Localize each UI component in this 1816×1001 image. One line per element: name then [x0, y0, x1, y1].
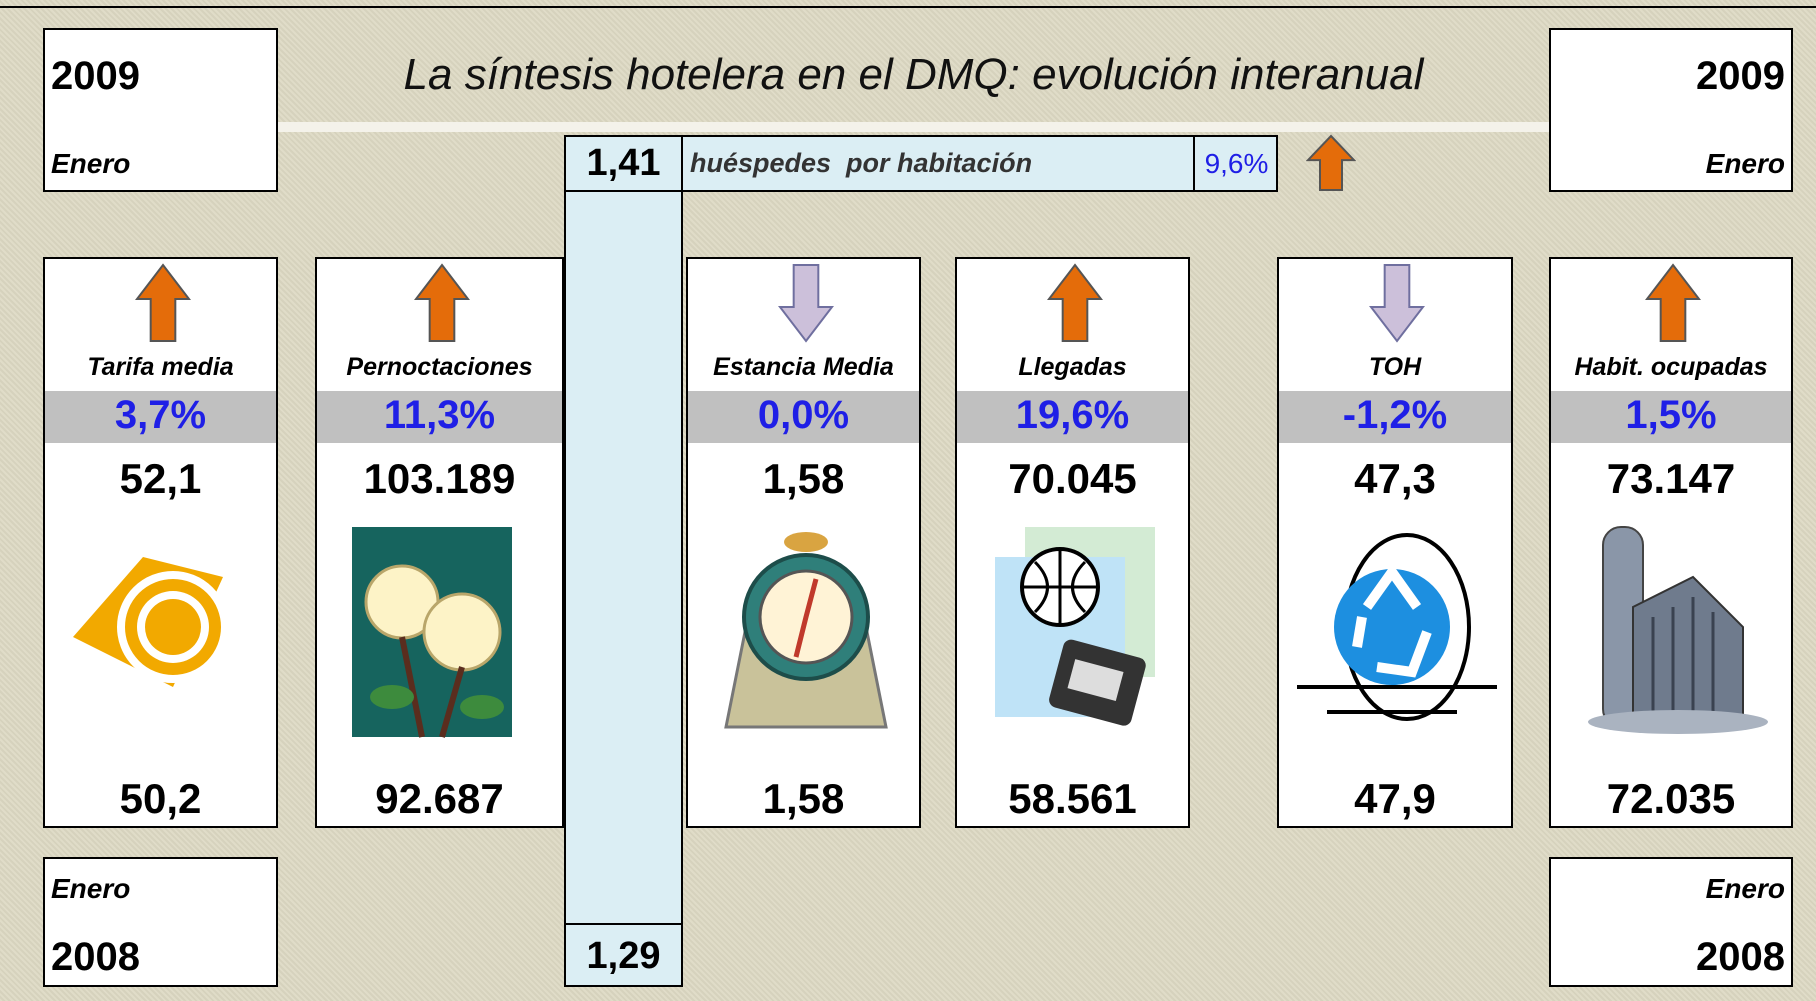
metric-icon: [53, 517, 273, 747]
metric-card: Estancia Media 0,0% 1,58 1,58: [686, 257, 921, 828]
top-rule: [0, 6, 1816, 8]
month: Enero: [51, 873, 130, 905]
month: Enero: [51, 148, 130, 180]
guests-label: huéspedes por habitación: [690, 135, 1032, 192]
month: Enero: [1706, 873, 1785, 905]
metric-change: 19,6%: [957, 393, 1188, 438]
trend-arrow: [414, 263, 470, 343]
metric-change: -1,2%: [1279, 393, 1511, 438]
metric-previous: 92.687: [317, 775, 562, 823]
metric-icon: [1563, 517, 1783, 747]
metric-previous: 58.561: [957, 775, 1188, 823]
title: La síntesis hotelera en el DMQ: evolució…: [278, 50, 1549, 100]
date-box: 2009 Enero: [1549, 28, 1793, 192]
trend-arrow: [1047, 263, 1103, 343]
metric-current: 1,58: [688, 455, 919, 503]
metric-label: Tarifa media: [45, 353, 276, 382]
year: 2008: [51, 935, 140, 980]
year: 2009: [51, 54, 140, 99]
metric-label: Pernoctaciones: [317, 353, 562, 382]
metric-previous: 1,58: [688, 775, 919, 823]
date-box: Enero 2008: [1549, 857, 1793, 987]
guests-previous: 1,29: [564, 923, 683, 987]
metric-previous: 50,2: [45, 775, 276, 823]
metric-card: Tarifa media 3,7% 52,1 50,2: [43, 257, 278, 828]
year: 2009: [1696, 54, 1785, 99]
metric-previous: 47,9: [1279, 775, 1511, 823]
metric-current: 103.189: [317, 455, 562, 503]
year: 2008: [1696, 935, 1785, 980]
metric-label: Habit. ocupadas: [1551, 353, 1791, 382]
metric-label: TOH: [1279, 353, 1511, 382]
guests-current: 1,41: [564, 135, 683, 192]
trend-arrow: [1645, 263, 1701, 343]
metric-icon: [965, 517, 1185, 747]
metric-card: Llegadas 19,6% 70.045 58.561: [955, 257, 1190, 828]
metric-current: 70.045: [957, 455, 1188, 503]
metric-card: Pernoctaciones 11,3% 103.189 92.687: [315, 257, 564, 828]
guests-column: [564, 192, 683, 925]
metric-previous: 72.035: [1551, 775, 1791, 823]
trend-arrow: [1306, 134, 1356, 194]
metric-icon: [696, 517, 916, 747]
guests-change: 9,6%: [1193, 135, 1278, 192]
metric-label: Estancia Media: [688, 353, 919, 382]
trend-arrow: [778, 263, 834, 343]
metric-current: 52,1: [45, 455, 276, 503]
metric-card: TOH -1,2% 47,3 47,9: [1277, 257, 1513, 828]
metric-change: 1,5%: [1551, 393, 1791, 438]
metric-change: 0,0%: [688, 393, 919, 438]
metric-icon: [332, 517, 552, 747]
metric-label: Llegadas: [957, 353, 1188, 382]
page: La síntesis hotelera en el DMQ: evolució…: [0, 0, 1816, 1001]
date-box: 2009 Enero: [43, 28, 278, 192]
month: Enero: [1706, 148, 1785, 180]
trend-arrow: [1369, 263, 1425, 343]
trend-arrow: [135, 263, 191, 343]
date-box: Enero 2008: [43, 857, 278, 987]
metric-icon: [1287, 517, 1507, 747]
metric-current: 73.147: [1551, 455, 1791, 503]
title-underline: [278, 122, 1549, 132]
metric-card: Habit. ocupadas 1,5% 73.147 72.035: [1549, 257, 1793, 828]
metric-change: 11,3%: [317, 393, 562, 438]
metric-current: 47,3: [1279, 455, 1511, 503]
metric-change: 3,7%: [45, 393, 276, 438]
